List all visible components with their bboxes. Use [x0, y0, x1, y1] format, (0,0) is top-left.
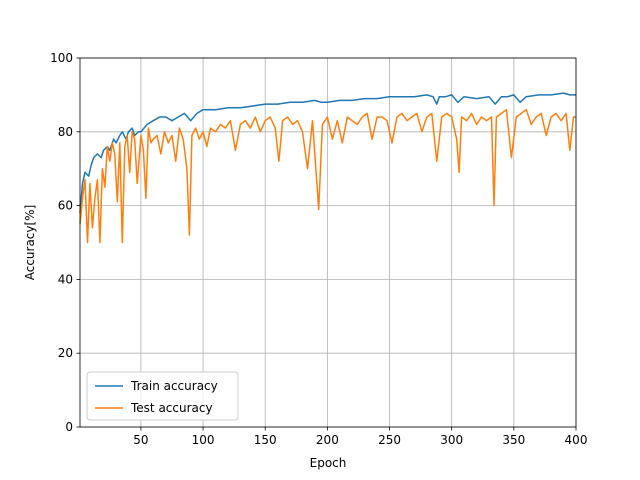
x-axis-label: Epoch — [310, 456, 347, 470]
y-tick-label: 80 — [58, 125, 73, 139]
x-tick-label: 300 — [440, 433, 463, 447]
x-tick-label: 150 — [254, 433, 277, 447]
y-tick-label: 40 — [58, 272, 73, 286]
legend-label-train: Train accuracy — [130, 379, 218, 393]
x-tick-label: 50 — [133, 433, 148, 447]
legend: Train accuracy Test accuracy — [86, 371, 239, 421]
y-tick-label: 20 — [58, 346, 73, 360]
plot-frame — [79, 57, 577, 428]
y-tick-label: 60 — [58, 199, 73, 213]
train-accuracy-line — [79, 92, 576, 214]
test-accuracy-line — [79, 108, 576, 244]
y-axis-label: Accuracy[%] — [23, 205, 37, 281]
y-tick-label: 100 — [50, 51, 73, 65]
series-group — [79, 92, 576, 244]
ticks: 50 100 150 200 250 300 350 400 0 20 40 60 80 100 — [50, 51, 587, 447]
x-tick-label: 400 — [565, 433, 588, 447]
legend-box — [86, 371, 239, 421]
x-tick-label: 350 — [502, 433, 525, 447]
legend-label-test: Test accuracy — [130, 401, 213, 415]
x-tick-label: 200 — [316, 433, 339, 447]
x-tick-label: 250 — [378, 433, 401, 447]
x-tick-label: 100 — [192, 433, 215, 447]
y-tick-label: 0 — [65, 420, 73, 434]
